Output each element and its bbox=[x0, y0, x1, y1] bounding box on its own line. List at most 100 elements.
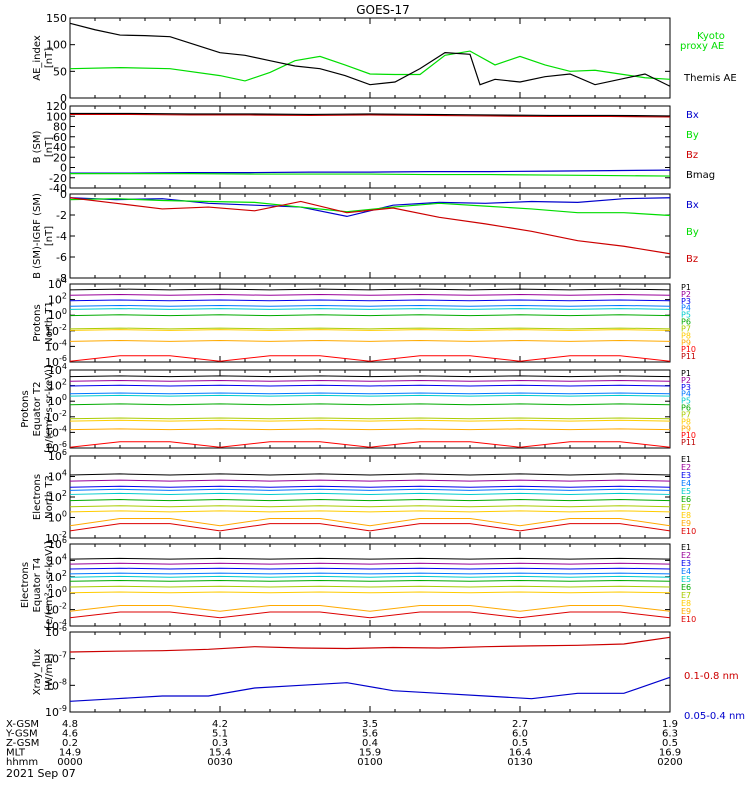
legend-dbigrf-by: By bbox=[686, 227, 699, 238]
y-tick-label: 20 bbox=[53, 151, 67, 164]
legend-p4: P4 bbox=[681, 304, 691, 313]
channel-line-e2 bbox=[69, 479, 671, 482]
y-axis-title-4: North T1 bbox=[44, 301, 55, 345]
channel-line-e3 bbox=[69, 485, 671, 488]
legend-xray-long: 0.1-0.8 nm bbox=[684, 671, 739, 682]
legend-e4: E4 bbox=[681, 567, 691, 576]
legend-p9: P9 bbox=[681, 424, 691, 433]
y-tick-label: 120 bbox=[46, 100, 67, 113]
channel-line-e3 bbox=[69, 567, 671, 570]
channel-line-p7 bbox=[69, 327, 671, 330]
legend-p11: P11 bbox=[681, 352, 696, 361]
legend-dbigrf-bx: Bx bbox=[686, 200, 699, 211]
panel-frame-3 bbox=[69, 193, 671, 279]
channel-line-p8 bbox=[69, 329, 671, 331]
y-tick-label: 50 bbox=[53, 65, 67, 78]
channel-line-p10 bbox=[69, 355, 671, 362]
y-tick-label: 0 bbox=[60, 162, 67, 175]
footer-cell: 5.6 bbox=[362, 729, 378, 740]
y-tick-label: 106 bbox=[48, 448, 67, 463]
legend-b-bx: Bx bbox=[686, 110, 699, 121]
channel-line-p7 bbox=[69, 417, 671, 420]
footer-cell: 0000 bbox=[57, 757, 82, 768]
legend-p4: P4 bbox=[681, 390, 691, 399]
footer-row-label: MLT bbox=[6, 748, 26, 759]
channel-line-e4 bbox=[69, 572, 671, 575]
y-tick-label: 40 bbox=[53, 141, 67, 154]
legend-e9: E9 bbox=[681, 607, 691, 616]
y-tick-label: 104 bbox=[48, 276, 67, 291]
y-tick-label: 0 bbox=[60, 92, 67, 105]
channel-line-e5 bbox=[69, 492, 671, 495]
footer-cell: 0130 bbox=[507, 757, 532, 768]
legend-e3: E3 bbox=[681, 559, 691, 568]
legend-e8: E8 bbox=[681, 599, 691, 608]
channel-line-e4 bbox=[69, 488, 671, 491]
footer-cell: 0.4 bbox=[362, 738, 378, 749]
footer-cell: 0.2 bbox=[62, 738, 78, 749]
channel-line-p9 bbox=[69, 340, 671, 342]
legend-xray-short: 0.05-0.4 nm bbox=[684, 711, 745, 722]
legend-e6: E6 bbox=[681, 495, 691, 504]
y-axis-title-3: B (SM)-IGRF (SM) bbox=[32, 193, 43, 279]
y-axis-title-8: Xray_flux bbox=[32, 649, 43, 696]
y-tick-label: -2 bbox=[56, 209, 67, 222]
y-tick-label: 80 bbox=[53, 121, 67, 134]
panel-frame-7 bbox=[69, 543, 671, 627]
legend-p7: P7 bbox=[681, 410, 691, 419]
legend-p2: P2 bbox=[681, 376, 691, 385]
channel-line-e9 bbox=[69, 518, 671, 527]
footer-cell: 4.6 bbox=[62, 729, 78, 740]
y-axis-title-3: [nT] bbox=[44, 226, 55, 246]
channel-line-p10 bbox=[69, 441, 671, 448]
legend-b-bz: Bz bbox=[686, 150, 698, 161]
footer-cell: 0200 bbox=[657, 757, 682, 768]
y-tick-label: -8 bbox=[56, 272, 67, 285]
legend-p10: P10 bbox=[681, 345, 696, 354]
legend-e10: E10 bbox=[681, 527, 696, 536]
y-axis-title-5: Equator T2 bbox=[32, 382, 43, 437]
channel-line-p4 bbox=[69, 392, 671, 395]
footer-row-label: Z-GSM bbox=[6, 738, 39, 749]
legend-p5: P5 bbox=[681, 397, 691, 406]
y-axis-title-7: Electrons bbox=[20, 562, 31, 608]
series-line-0-05-0-4-nm bbox=[69, 676, 671, 702]
legend-p8: P8 bbox=[681, 417, 691, 426]
y-axis-title-6: North T3 bbox=[44, 475, 55, 519]
channel-line-p1 bbox=[69, 288, 671, 291]
legend-p6: P6 bbox=[681, 318, 691, 327]
legend-e7: E7 bbox=[681, 503, 691, 512]
panel-frame-1 bbox=[69, 17, 671, 99]
legend-p8: P8 bbox=[681, 331, 691, 340]
footer-cell: 4.8 bbox=[62, 719, 78, 730]
legend-e2: E2 bbox=[681, 551, 691, 560]
y-axis-title-8: [W/m2] bbox=[44, 653, 55, 690]
footer-cell: 1.9 bbox=[662, 719, 678, 730]
legend-e5: E5 bbox=[681, 575, 691, 584]
y-tick-label: 150 bbox=[46, 12, 67, 25]
date-label: 2021 Sep 07 bbox=[6, 767, 76, 780]
footer-cell: 4.2 bbox=[212, 719, 228, 730]
channel-line-p5 bbox=[69, 308, 671, 310]
channel-line-e1 bbox=[69, 557, 671, 560]
legend-p3: P3 bbox=[681, 383, 691, 392]
footer-row-label: hhmm bbox=[6, 757, 38, 768]
series-line-kyoto-proxy-ae bbox=[69, 50, 671, 82]
channel-line-e2 bbox=[69, 562, 671, 565]
series-line-by bbox=[70, 172, 671, 177]
channel-line-p3 bbox=[69, 299, 671, 302]
legend-b-bmag: Bmag bbox=[686, 170, 715, 181]
y-tick-label: 0 bbox=[60, 188, 67, 201]
y-axis-title-5: [p/(cm²-s-sr-keV)] bbox=[44, 365, 55, 453]
legend-e1: E1 bbox=[681, 455, 691, 464]
channel-line-p1 bbox=[69, 375, 671, 378]
footer-cell: 16.4 bbox=[509, 748, 531, 759]
y-tick-label: 100 bbox=[46, 39, 67, 52]
channel-line-p4 bbox=[69, 304, 671, 307]
channel-line-p2 bbox=[69, 380, 671, 382]
footer-cell: 15.9 bbox=[359, 748, 381, 759]
footer-cell: 14.9 bbox=[59, 748, 81, 759]
footer-cell: 16.9 bbox=[659, 748, 681, 759]
channel-line-e8 bbox=[69, 510, 671, 513]
